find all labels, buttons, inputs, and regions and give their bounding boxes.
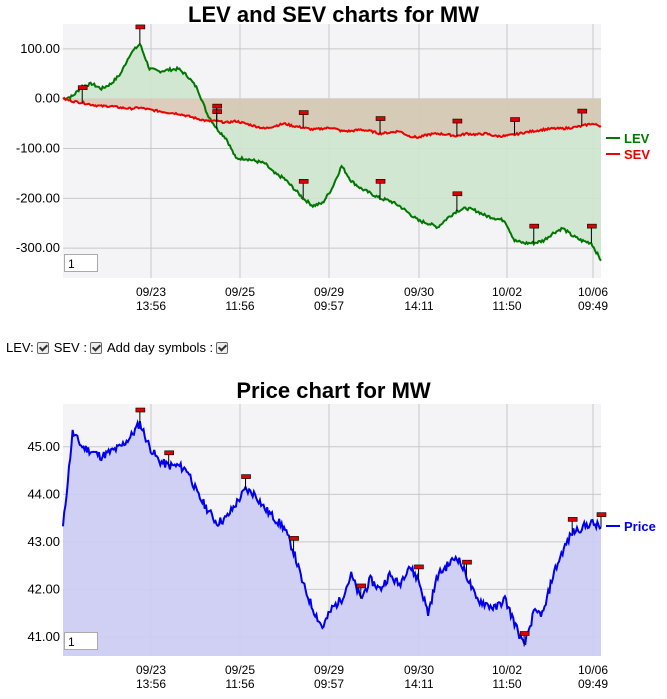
- price-x-tick-time: 14:11: [404, 677, 433, 691]
- lev-day-marker: [587, 223, 597, 229]
- lev-day-marker: [529, 223, 540, 229]
- lev-sev-y-tick-label: -300.00: [16, 240, 60, 255]
- price-zoom-input[interactable]: 1: [64, 632, 98, 650]
- sev-checkbox[interactable]: [89, 341, 102, 354]
- price-x-tick-time: 13:56: [136, 677, 166, 691]
- series-toggle-controls: LEV: SEV : Add day symbols :: [6, 340, 231, 355]
- price-legend-label: Price: [624, 519, 656, 534]
- lev-sev-y-tick-label: 100.00: [20, 41, 60, 56]
- sev-day-marker: [510, 117, 520, 122]
- price-area-fill: [63, 421, 601, 656]
- lev-sev-y-tick-label: 0.00: [35, 91, 60, 106]
- price-chart-title: Price chart for MW: [236, 378, 431, 403]
- price-x-tick-date: 09/23: [136, 663, 166, 677]
- lev-sev-x-tick-date: 09/29: [314, 285, 344, 299]
- sev-series-line: [62, 96, 602, 140]
- sev-day-marker: [452, 118, 463, 124]
- price-y-tick-label: 44.00: [27, 486, 60, 501]
- price-day-marker: [289, 536, 299, 541]
- price-day-marker: [519, 631, 530, 636]
- lev-sev-x-tick-time: 09:57: [314, 299, 344, 313]
- sev-day-marker: [298, 110, 309, 115]
- price-day-marker: [164, 450, 174, 456]
- price-y-tick-label: 41.00: [27, 629, 60, 644]
- lev-sev-chart-title: LEV and SEV charts for MW: [188, 2, 479, 27]
- price-x-tick-time: 11:50: [492, 677, 521, 691]
- sev-day-marker: [375, 116, 386, 121]
- lev-sev-x-tick-date: 09/30: [404, 285, 434, 299]
- price-x-tick-time: 11:56: [225, 677, 254, 691]
- price-x-tick-date: 09/29: [314, 663, 344, 677]
- price-day-marker: [462, 559, 472, 565]
- lev-day-marker: [375, 179, 386, 184]
- price-day-marker: [356, 583, 367, 589]
- sev-day-marker: [77, 85, 88, 90]
- lev-series-line: [62, 42, 602, 262]
- price-y-tick-label: 43.00: [27, 534, 60, 549]
- sev-area-fill: [63, 98, 601, 138]
- lev-sev-x-tick-time: 13:56: [136, 299, 166, 313]
- lev-sev-y-tick-label: -200.00: [16, 190, 60, 205]
- lev-area-fill: [63, 44, 601, 261]
- lev-sev-x-tick-date: 09/25: [225, 285, 255, 299]
- sev-toggle-label: SEV :: [53, 340, 87, 355]
- price-y-tick-label: 42.00: [27, 581, 60, 596]
- price-day-marker: [135, 407, 146, 413]
- lev-day-marker: [452, 191, 463, 197]
- price-x-tick-date: 10/02: [492, 663, 522, 677]
- price-series-line: [62, 419, 602, 646]
- price-day-marker: [414, 564, 424, 570]
- lev-day-marker: [298, 179, 309, 184]
- price-day-marker: [596, 512, 607, 517]
- lev-sev-x-tick-time: 14:11: [404, 299, 433, 313]
- price-x-tick-date: 10/06: [578, 663, 608, 677]
- lev-legend-label: LEV: [624, 131, 650, 146]
- sev-day-marker: [577, 108, 588, 114]
- price-x-tick-time: 09:57: [314, 677, 344, 691]
- price-x-tick-time: 09:49: [578, 677, 608, 691]
- sev-legend-label: SEV: [624, 147, 650, 162]
- price-day-marker: [241, 474, 251, 479]
- lev-sev-x-tick-date: 09/23: [136, 285, 166, 299]
- price-x-tick-date: 09/30: [404, 663, 434, 677]
- day-symbols-checkbox[interactable]: [216, 341, 229, 354]
- price-y-tick-label: 45.00: [27, 439, 60, 454]
- lev-sev-x-tick-date: 10/02: [492, 285, 522, 299]
- lev-sev-x-tick-date: 10/06: [578, 285, 608, 299]
- lev-sev-x-tick-time: 09:49: [578, 299, 608, 313]
- price-x-tick-date: 09/25: [225, 663, 255, 677]
- lev-checkbox[interactable]: [36, 341, 49, 354]
- day-symbols-label: Add day symbols :: [106, 340, 214, 355]
- lev-sev-y-tick-label: -100.00: [16, 141, 60, 156]
- lev-sev-x-tick-time: 11:56: [225, 299, 254, 313]
- sev-day-marker: [212, 103, 223, 109]
- lev-sev-x-tick-time: 11:50: [492, 299, 521, 313]
- lev-toggle-label: LEV:: [6, 340, 34, 355]
- price-day-marker: [567, 517, 578, 522]
- lev-sev-zoom-input[interactable]: 1: [64, 254, 98, 272]
- lev-day-marker: [135, 24, 146, 30]
